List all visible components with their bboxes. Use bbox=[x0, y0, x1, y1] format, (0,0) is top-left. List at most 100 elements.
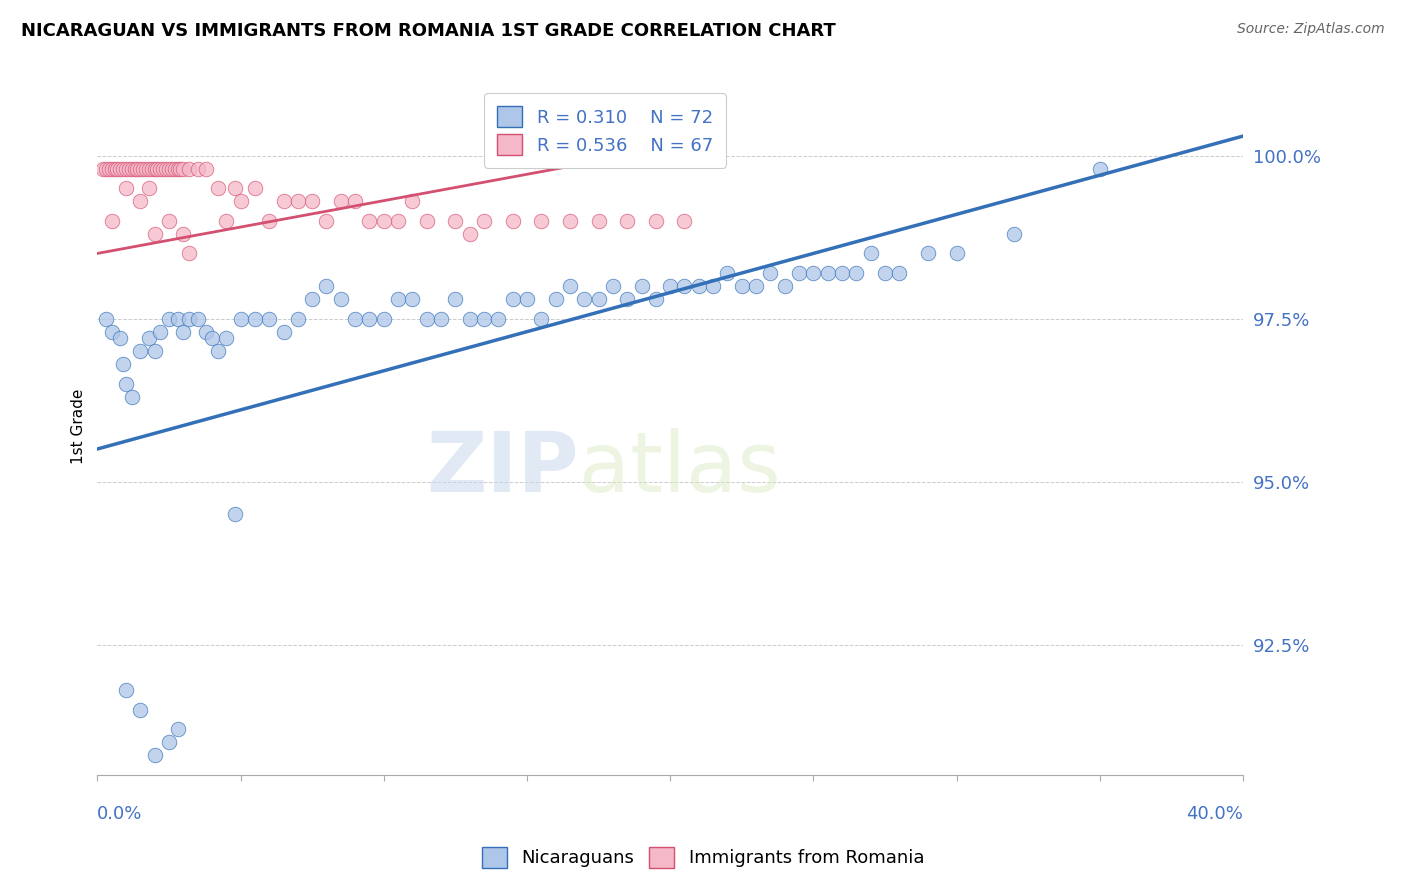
Point bbox=[558, 279, 581, 293]
Point bbox=[201, 331, 224, 345]
Point bbox=[215, 331, 238, 345]
Point bbox=[177, 161, 200, 176]
Point bbox=[702, 279, 724, 293]
Point bbox=[716, 266, 738, 280]
Point bbox=[135, 161, 157, 176]
Text: NICARAGUAN VS IMMIGRANTS FROM ROMANIA 1ST GRADE CORRELATION CHART: NICARAGUAN VS IMMIGRANTS FROM ROMANIA 1S… bbox=[21, 22, 835, 40]
Point bbox=[172, 227, 194, 241]
Point bbox=[207, 344, 229, 359]
Point bbox=[115, 683, 138, 698]
Point bbox=[143, 161, 166, 176]
Point bbox=[100, 214, 122, 228]
Point bbox=[731, 279, 754, 293]
Point bbox=[688, 279, 710, 293]
Point bbox=[486, 311, 509, 326]
Point bbox=[163, 161, 186, 176]
Point bbox=[121, 161, 143, 176]
Point bbox=[166, 311, 188, 326]
Text: ZIP: ZIP bbox=[426, 427, 578, 508]
Point bbox=[115, 181, 138, 195]
Point bbox=[177, 246, 200, 260]
Point bbox=[143, 748, 166, 763]
Point bbox=[588, 292, 610, 306]
Point bbox=[177, 311, 200, 326]
Point bbox=[745, 279, 768, 293]
Point bbox=[458, 311, 481, 326]
Point bbox=[127, 161, 149, 176]
Point bbox=[94, 311, 117, 326]
Point bbox=[166, 723, 188, 737]
Point bbox=[157, 311, 180, 326]
Point bbox=[773, 279, 796, 293]
Point bbox=[94, 161, 117, 176]
Point bbox=[502, 292, 524, 306]
Point bbox=[945, 246, 967, 260]
Point bbox=[129, 194, 152, 209]
Point bbox=[132, 161, 155, 176]
Point bbox=[344, 311, 367, 326]
Text: 40.0%: 40.0% bbox=[1187, 805, 1243, 823]
Point bbox=[215, 214, 238, 228]
Legend: Nicaraguans, Immigrants from Romania: Nicaraguans, Immigrants from Romania bbox=[471, 836, 935, 879]
Point bbox=[229, 194, 252, 209]
Point bbox=[673, 214, 696, 228]
Point bbox=[817, 266, 839, 280]
Point bbox=[224, 181, 246, 195]
Point bbox=[387, 292, 409, 306]
Point bbox=[329, 194, 352, 209]
Point bbox=[157, 161, 180, 176]
Point bbox=[129, 703, 152, 717]
Point bbox=[112, 357, 135, 371]
Point bbox=[301, 292, 323, 306]
Point bbox=[401, 194, 423, 209]
Point bbox=[143, 227, 166, 241]
Point bbox=[373, 311, 395, 326]
Point bbox=[152, 161, 174, 176]
Point bbox=[141, 161, 163, 176]
Point bbox=[530, 214, 553, 228]
Point bbox=[616, 292, 638, 306]
Point bbox=[831, 266, 853, 280]
Point bbox=[243, 181, 266, 195]
Point bbox=[157, 735, 180, 749]
Point bbox=[100, 325, 122, 339]
Point bbox=[115, 161, 138, 176]
Y-axis label: 1st Grade: 1st Grade bbox=[72, 389, 86, 464]
Point bbox=[401, 292, 423, 306]
Point bbox=[187, 311, 209, 326]
Point bbox=[149, 325, 172, 339]
Point bbox=[873, 266, 896, 280]
Point bbox=[187, 161, 209, 176]
Point bbox=[415, 311, 437, 326]
Point bbox=[195, 161, 218, 176]
Point bbox=[301, 194, 323, 209]
Point bbox=[359, 214, 381, 228]
Point bbox=[257, 214, 280, 228]
Point bbox=[387, 214, 409, 228]
Point bbox=[229, 311, 252, 326]
Point bbox=[430, 311, 453, 326]
Point bbox=[373, 214, 395, 228]
Point bbox=[602, 279, 624, 293]
Point bbox=[458, 227, 481, 241]
Point bbox=[103, 161, 125, 176]
Point bbox=[859, 246, 882, 260]
Point bbox=[472, 311, 495, 326]
Point bbox=[273, 325, 295, 339]
Point bbox=[129, 161, 152, 176]
Point bbox=[118, 161, 141, 176]
Point bbox=[143, 344, 166, 359]
Point bbox=[759, 266, 782, 280]
Point bbox=[472, 214, 495, 228]
Point bbox=[138, 331, 160, 345]
Point bbox=[97, 161, 120, 176]
Point bbox=[149, 161, 172, 176]
Text: 0.0%: 0.0% bbox=[97, 805, 143, 823]
Point bbox=[91, 161, 114, 176]
Point bbox=[574, 292, 596, 306]
Point bbox=[129, 344, 152, 359]
Point bbox=[224, 507, 246, 521]
Point bbox=[616, 214, 638, 228]
Point bbox=[138, 181, 160, 195]
Point bbox=[444, 214, 467, 228]
